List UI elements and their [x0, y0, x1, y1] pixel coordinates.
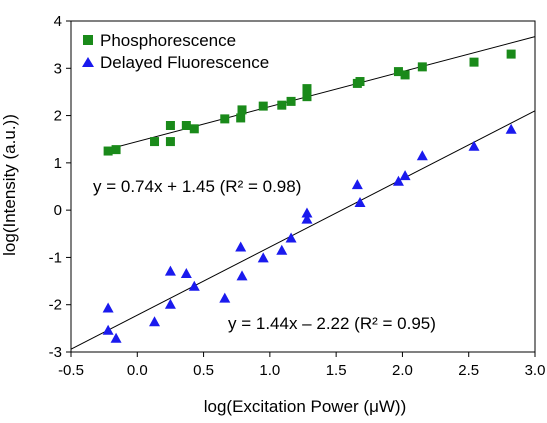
y-tick-label: 4: [54, 13, 62, 30]
data-point-delayed-fluorescence: [149, 316, 161, 327]
x-tick-label: 3.0: [525, 362, 546, 379]
plot-border: [70, 20, 536, 353]
x-tick-label: 0.5: [193, 362, 214, 379]
data-point-phosphorescence: [355, 77, 365, 87]
data-point-phosphorescence: [236, 113, 246, 123]
y-tick-label: 3: [54, 60, 62, 77]
data-point-phosphorescence: [237, 105, 247, 115]
data-point-delayed-fluorescence: [399, 170, 411, 181]
data-point-phosphorescence: [165, 121, 175, 131]
data-point-delayed-fluorescence: [301, 207, 313, 218]
plot-area: [70, 20, 536, 353]
data-point-delayed-fluorescence: [164, 265, 176, 276]
y-axis-title: log(Intensity (a.u.)): [0, 114, 19, 256]
data-point-phosphorescence: [277, 100, 287, 110]
data-point-delayed-fluorescence: [236, 270, 248, 281]
data-point-delayed-fluorescence: [102, 324, 114, 335]
data-point-delayed-fluorescence: [354, 197, 366, 208]
data-point-delayed-fluorescence: [276, 244, 288, 255]
data-point-delayed-fluorescence: [180, 267, 192, 278]
data-point-phosphorescence: [165, 137, 175, 147]
legend-marker-delayed-fluorescence: [82, 57, 94, 67]
axis-ticks: -0.5 0.0 0.5 1.0 1.5 2.0 2.5 3.0 -3 -2 -1 0 1 2 3 4: [49, 13, 546, 379]
y-tick-label: 0: [54, 202, 62, 219]
legend: Phosphorescence Delayed Fluorescence: [82, 31, 269, 72]
data-point-delayed-fluorescence: [351, 179, 363, 190]
x-tick-label: 0.0: [127, 362, 148, 379]
data-point-phosphorescence: [302, 92, 312, 102]
data-point-phosphorescence: [417, 62, 427, 72]
data-markers: [102, 49, 517, 343]
data-point-delayed-fluorescence: [257, 252, 269, 263]
x-tick-label: 1.5: [326, 362, 347, 379]
data-point-phosphorescence: [286, 96, 296, 106]
data-point-delayed-fluorescence: [392, 175, 404, 186]
y-tick-label: 2: [54, 108, 62, 125]
data-point-delayed-fluorescence: [164, 298, 176, 309]
data-point-delayed-fluorescence: [102, 302, 114, 313]
data-point-phosphorescence: [302, 84, 312, 94]
data-point-delayed-fluorescence: [505, 123, 517, 134]
data-point-phosphorescence: [189, 124, 199, 134]
y-tick-label: -3: [49, 344, 62, 361]
x-axis-title: log(Excitation Power (μW)): [204, 397, 407, 416]
data-point-phosphorescence: [506, 49, 516, 59]
y-tick-label: 1: [54, 155, 62, 172]
data-point-delayed-fluorescence: [235, 241, 247, 252]
x-tick-label: 2.0: [392, 362, 413, 379]
data-point-phosphorescence: [103, 146, 113, 156]
data-point-delayed-fluorescence: [219, 292, 231, 303]
data-point-phosphorescence: [181, 121, 191, 131]
fit-equation-delayed-fluorescence: y = 1.44x – 2.22 (R² = 0.95): [228, 314, 436, 333]
y-tick-label: -2: [49, 297, 62, 314]
data-point-phosphorescence: [111, 145, 121, 155]
x-tick-label: 1.0: [259, 362, 280, 379]
x-tick-label: 2.5: [458, 362, 479, 379]
legend-label-delayed-fluorescence: Delayed Fluorescence: [100, 53, 269, 72]
data-point-delayed-fluorescence: [188, 280, 200, 291]
data-point-delayed-fluorescence: [285, 232, 297, 243]
x-tick-label: -0.5: [58, 362, 84, 379]
data-point-delayed-fluorescence: [110, 332, 122, 343]
data-point-phosphorescence: [220, 114, 230, 124]
data-point-delayed-fluorescence: [468, 140, 480, 151]
data-point-phosphorescence: [150, 137, 160, 147]
data-point-delayed-fluorescence: [301, 213, 313, 224]
legend-marker-phosphorescence: [83, 35, 93, 45]
y-tick-label: -1: [49, 249, 62, 266]
data-point-phosphorescence: [393, 67, 403, 77]
fit-lines: [70, 36, 536, 350]
data-point-phosphorescence: [469, 57, 479, 67]
fit-line-delayed-fluorescence: [70, 110, 536, 350]
fit-equation-phosphorescence: y = 0.74x + 1.45 (R² = 0.98): [93, 177, 301, 196]
legend-label-phosphorescence: Phosphorescence: [100, 31, 236, 50]
data-point-phosphorescence: [400, 70, 410, 80]
fit-line-phosphorescence: [107, 36, 536, 150]
data-point-phosphorescence: [258, 101, 268, 111]
data-point-delayed-fluorescence: [416, 150, 428, 161]
